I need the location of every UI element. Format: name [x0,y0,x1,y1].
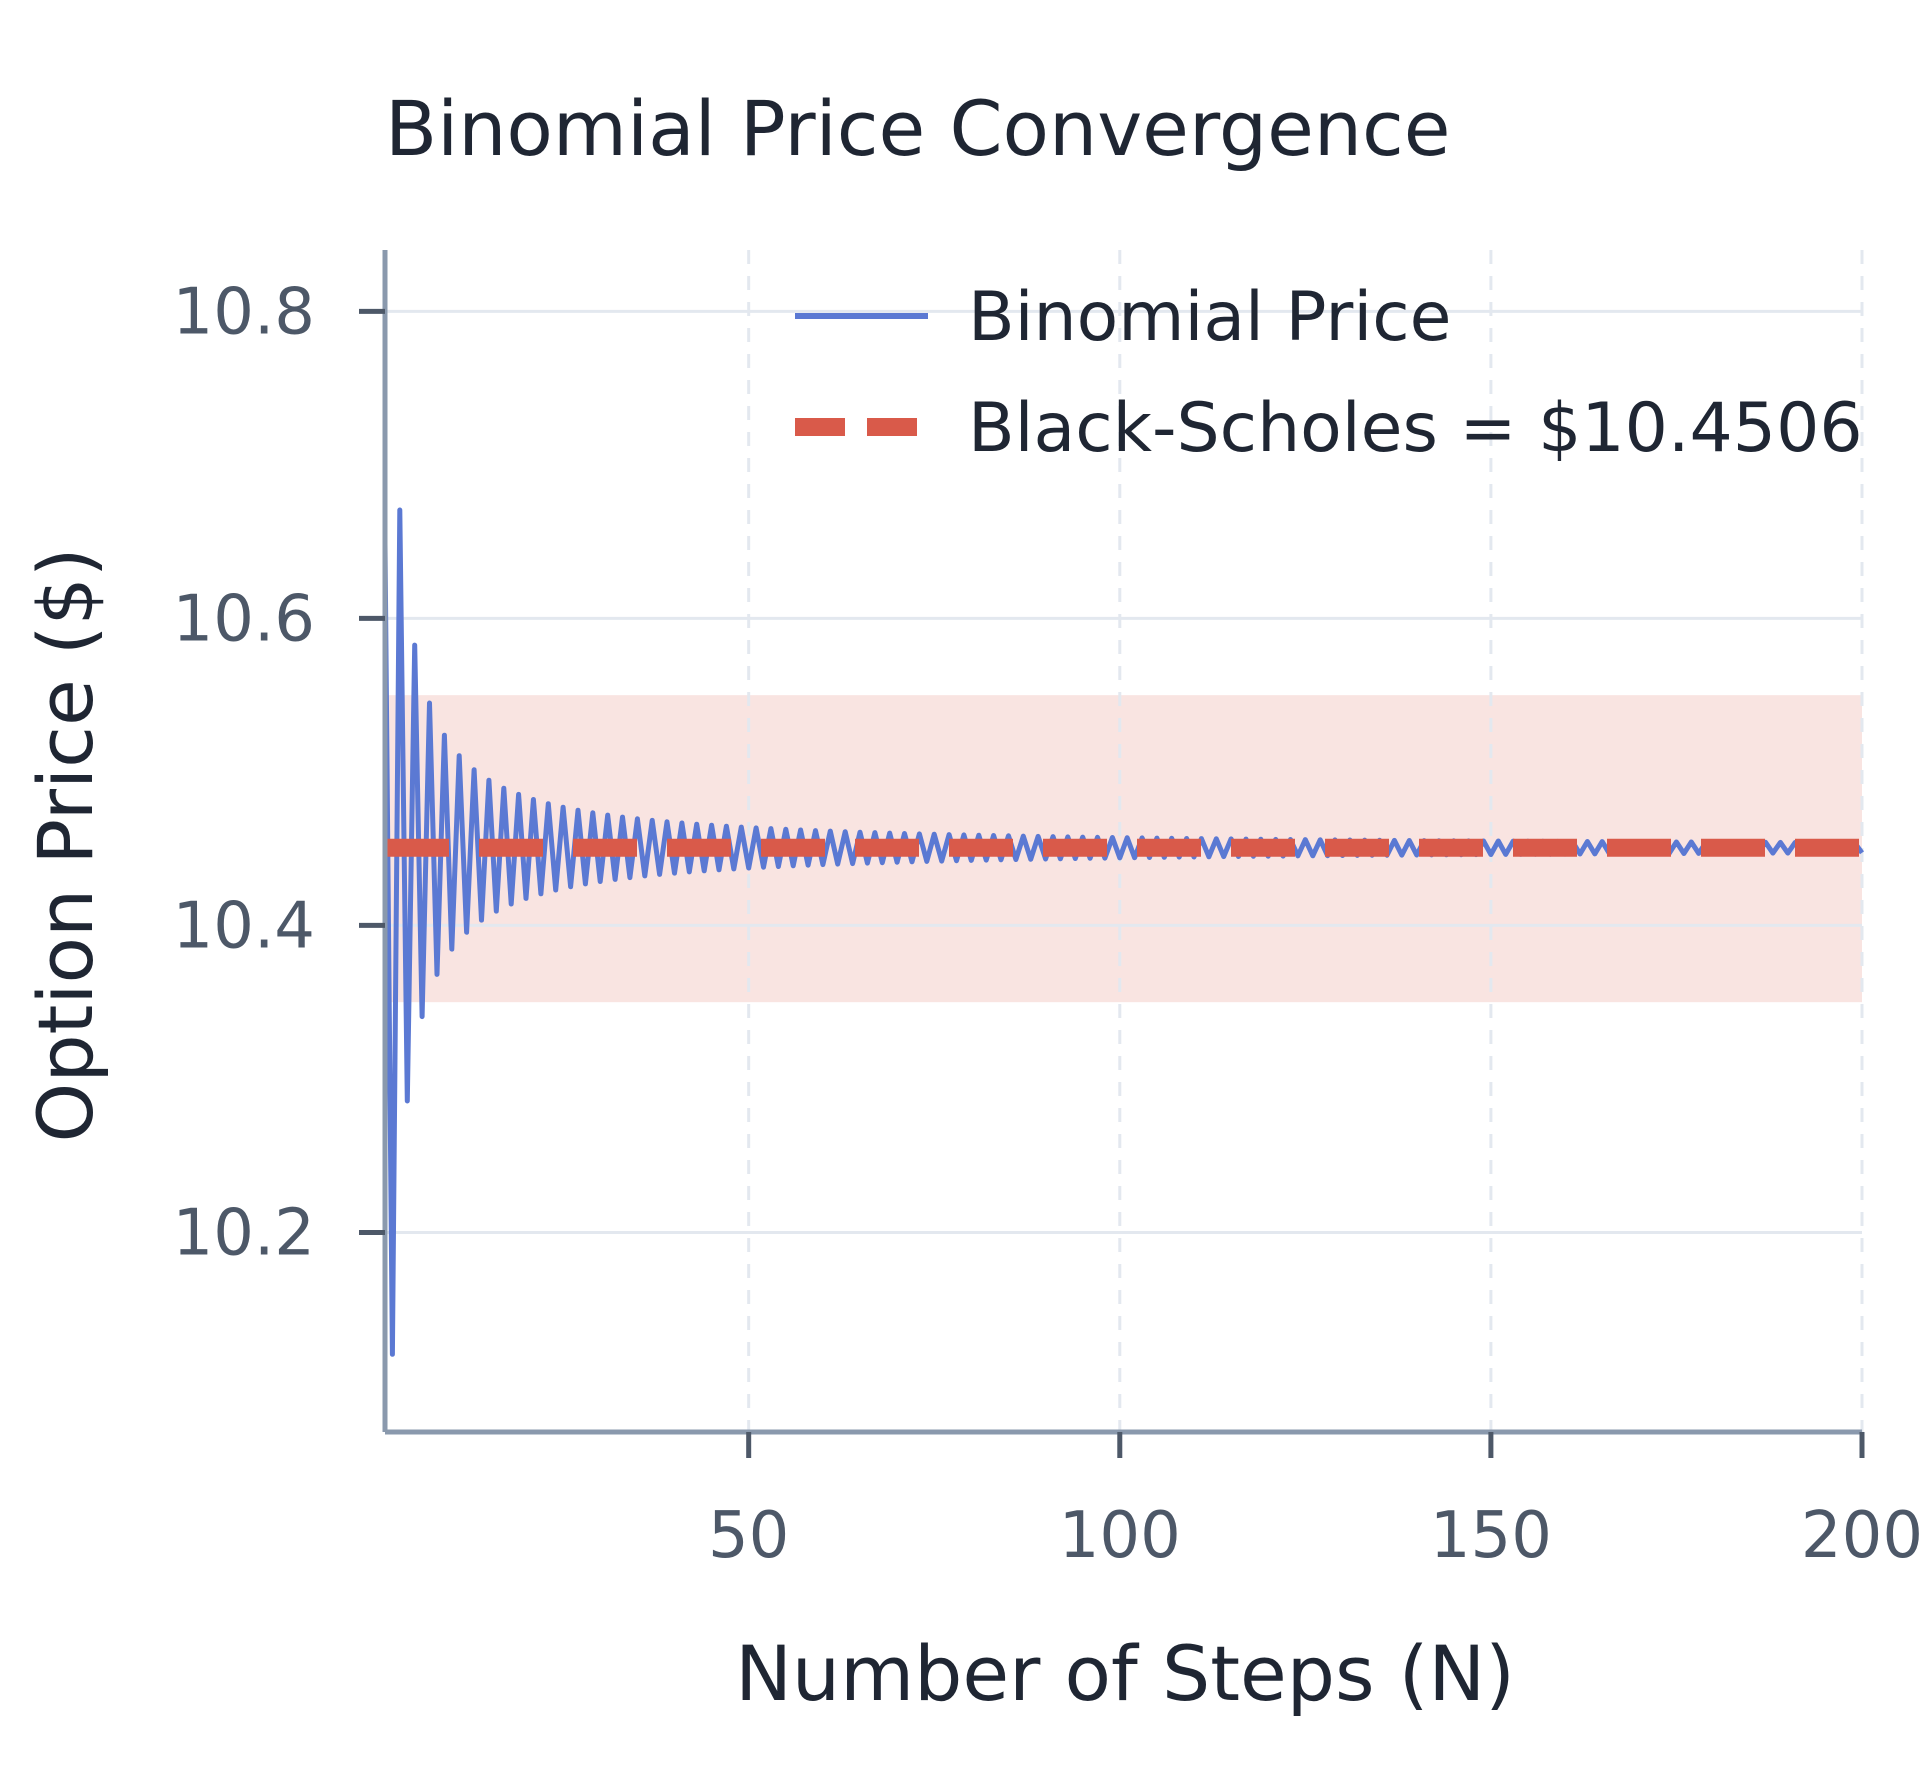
x-tick-label-1: 100 [1059,1499,1181,1573]
y-tick-label-0: 10.2 [173,1196,316,1270]
y-tick-label-3: 10.8 [173,275,316,349]
x-tick-label-2: 150 [1430,1499,1552,1573]
axes [382,250,1862,1435]
y-tick-label-1: 10.4 [173,889,316,963]
legend-label-binomial: Binomial Price [968,278,1451,357]
x-tick-label-3: 200 [1801,1499,1920,1573]
legend: Binomial Price Black-Scholes = $10.4506 [795,278,1863,468]
y-tick-label-2: 10.6 [173,582,316,656]
ticks: 10.2 10.4 10.6 10.8 50 100 150 200 [173,275,1920,1573]
legend-label-black-scholes: Black-Scholes = $10.4506 [968,389,1863,468]
x-axis-label: Number of Steps (N) [735,1629,1515,1718]
grid [385,250,1864,1432]
x-tick-label-0: 50 [708,1499,789,1573]
y-axis-label: Option Price ($) [21,547,110,1142]
chart-title: Binomial Price Convergence [385,84,1451,173]
plot-area [382,250,1865,1432]
